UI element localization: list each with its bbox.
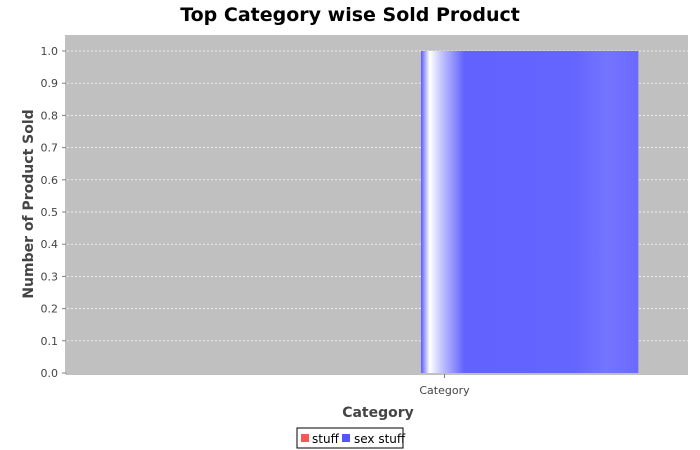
y-tick-label: 0.2 (41, 303, 59, 316)
x-tick-label: Category (419, 384, 470, 397)
y-axis-label: Number of Product Sold (21, 109, 37, 298)
legend-label-sex-stuff: sex stuff (354, 432, 406, 446)
y-tick-label: 0.6 (41, 174, 59, 187)
y-tick-label: 0.9 (41, 77, 59, 90)
legend-swatch-sex-stuff (342, 434, 350, 442)
y-tick-label: 0.8 (41, 109, 59, 122)
chart-title: Top Category wise Sold Product (180, 4, 520, 26)
bars (421, 51, 638, 373)
legend-label-stuff: stuff (312, 432, 340, 446)
y-tick-label: 0.3 (41, 270, 59, 283)
y-tick-label: 0.1 (41, 335, 59, 348)
bar-sex-stuff (421, 51, 638, 373)
y-tick-label: 0.0 (41, 367, 59, 380)
legend-swatch-stuff (301, 434, 309, 442)
y-tick-label: 0.4 (41, 238, 59, 251)
y-axis-ticks: 0.0 0.1 0.2 0.3 0.4 0.5 0.6 0.7 0.8 0.9 1.0 (41, 45, 67, 380)
x-axis-ticks: Category (419, 374, 470, 397)
y-tick-label: 0.7 (41, 142, 59, 155)
legend: stuff sex stuff (297, 428, 406, 448)
y-tick-label: 0.5 (41, 206, 59, 219)
y-tick-label: 1.0 (41, 45, 59, 58)
x-axis-label: Category (342, 405, 414, 421)
